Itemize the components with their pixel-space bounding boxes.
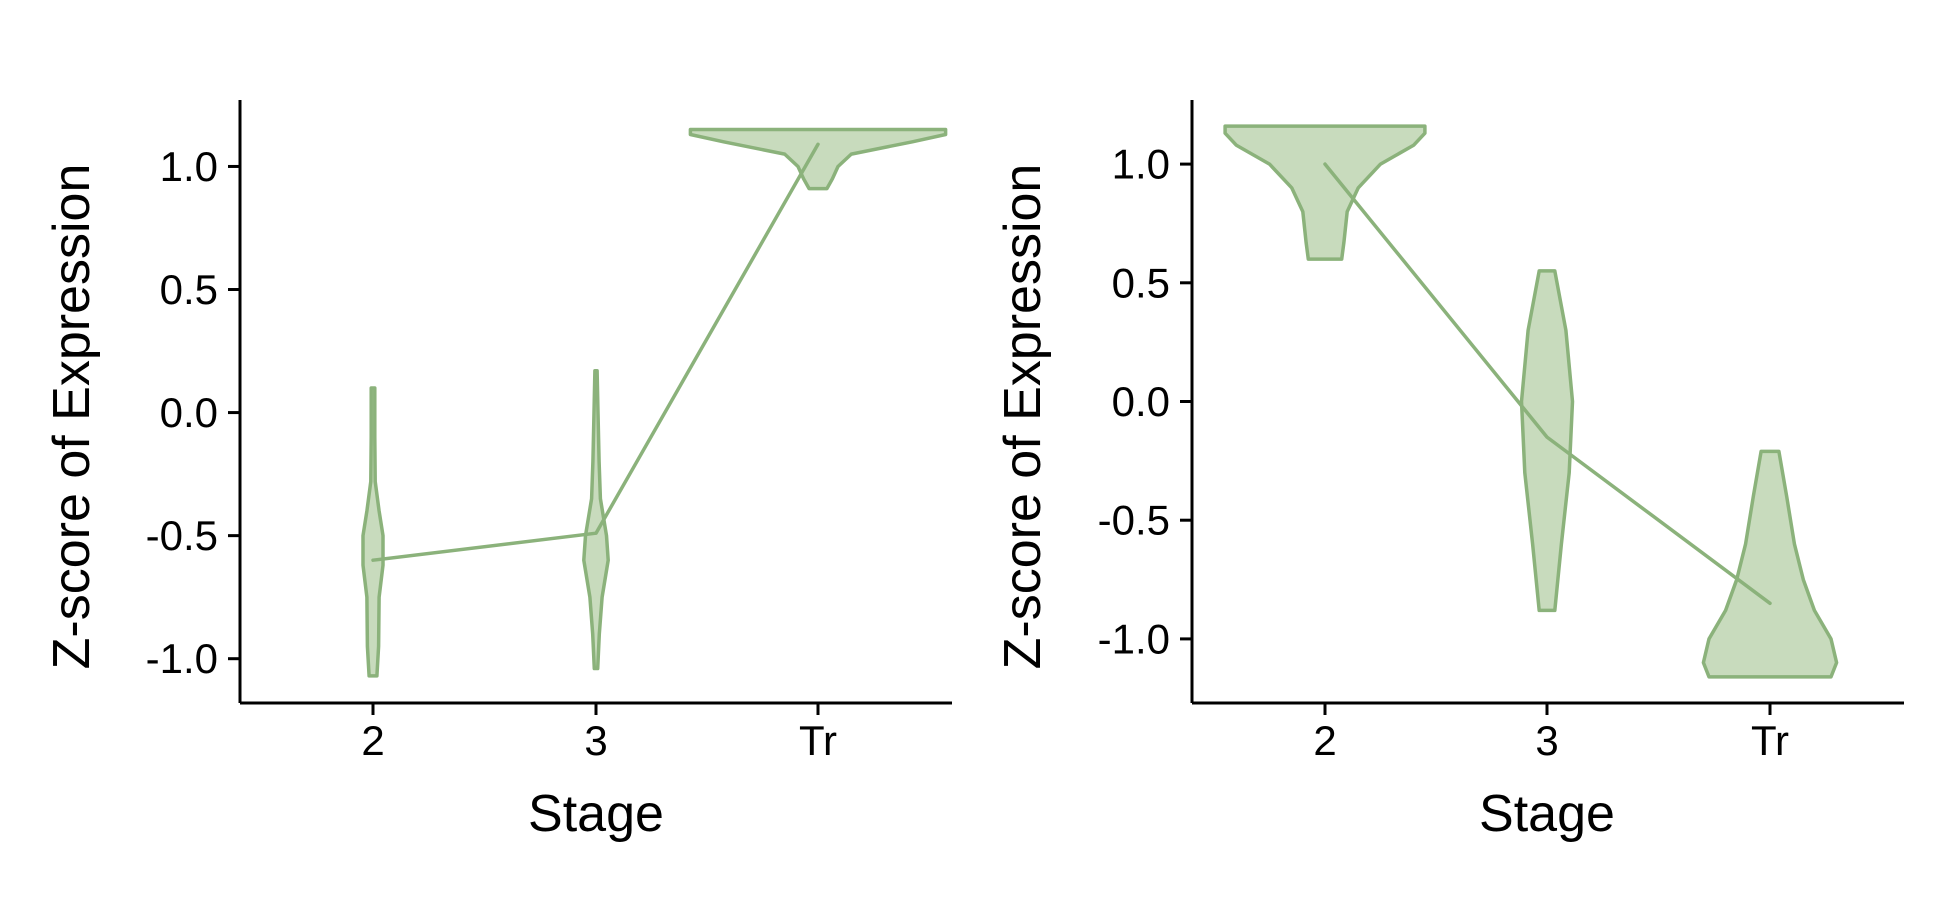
chart-1-x-tick-label: 2 xyxy=(1313,717,1336,764)
chart-0-x-tick-label: 3 xyxy=(584,717,607,764)
chart-1-y-tick-label: 0.5 xyxy=(1112,259,1170,306)
right-violin-chart: -1.0 -0.5 0.0 0.5 1.0 2 3 Tr Stage Z-score of Exp… xyxy=(994,100,1904,843)
chart-1-y-tick-label: 1.0 xyxy=(1112,141,1170,188)
chart-1-x-tick-label: 3 xyxy=(1535,717,1558,764)
chart-1-y-tick-label: -0.5 xyxy=(1098,497,1170,544)
chart-0-x-axis-title: Stage xyxy=(528,785,664,843)
left-violin-chart: -1.0 -0.5 0.0 0.5 1.0 2 3 Tr Stage Z-score of Exp… xyxy=(43,100,952,843)
chart-0-violin-2 xyxy=(361,386,385,678)
chart-0-violin-3 xyxy=(582,368,610,671)
chart-0-y-tick-label: -0.5 xyxy=(146,512,218,559)
chart-0-y-tick-label: -1.0 xyxy=(146,635,218,682)
chart-0-y-tick-label: 0.0 xyxy=(160,389,218,436)
chart-1-violin-Tr xyxy=(1701,449,1839,679)
chart-1-violin-3 xyxy=(1519,269,1575,613)
chart-1-y-tick-label: 0.0 xyxy=(1112,378,1170,425)
chart-0-y-tick-label: 0.5 xyxy=(160,266,218,313)
chart-1-y-axis-title: Z-score of Expression xyxy=(994,164,1052,670)
chart-1-x-axis-title: Stage xyxy=(1479,785,1615,843)
chart-0-violin-Tr xyxy=(688,127,948,191)
chart-1-violin-2 xyxy=(1223,124,1427,261)
chart-0-y-axis-title: Z-score of Expression xyxy=(43,164,101,670)
chart-0-y-tick-label: 1.0 xyxy=(160,143,218,190)
chart-1-x-tick-label: Tr xyxy=(1751,717,1789,764)
chart-1-y-tick-label: -1.0 xyxy=(1098,615,1170,662)
chart-0-x-tick-label: Tr xyxy=(799,717,837,764)
chart-0-x-tick-label: 2 xyxy=(361,717,384,764)
